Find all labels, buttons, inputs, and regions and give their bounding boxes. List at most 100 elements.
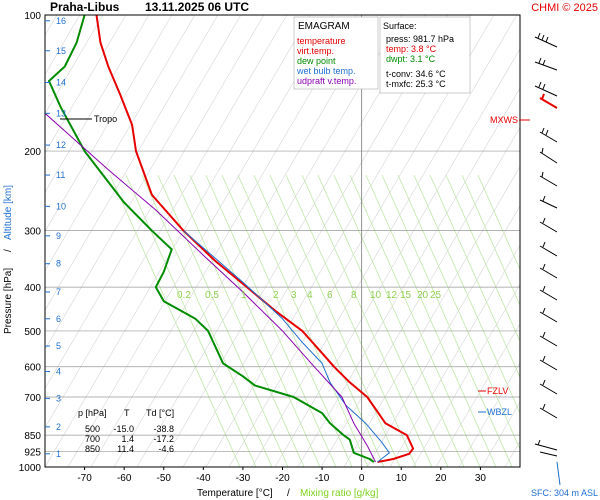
x-tick-label: 0 (359, 473, 365, 484)
x-axis-label-mixing: Mixing ratio [g/kg] (300, 488, 379, 499)
altitude-tick-label: 9 (56, 231, 61, 241)
wind-barb (539, 403, 558, 419)
mixing-ratio-label: 10 (370, 290, 382, 301)
svg-text:11.4: 11.4 (117, 444, 134, 454)
y-tick-label: 600 (24, 363, 41, 374)
series-dew-point (48, 15, 375, 463)
surface-temp: temp: 3.8 °C (386, 44, 437, 54)
legend-title: EMAGRAM (298, 21, 350, 32)
svg-text:700: 700 (85, 434, 100, 444)
wind-barb (539, 285, 558, 301)
svg-text:-38.8: -38.8 (153, 424, 174, 434)
x-tick-label: -10 (315, 473, 330, 484)
svg-text:-15.0: -15.0 (113, 424, 134, 434)
wbzl-label: WBZL (487, 407, 512, 417)
wind-barb (539, 307, 558, 323)
x-tick-label: 30 (475, 473, 487, 484)
altitude-tick-label: 2 (56, 422, 61, 432)
mixing-ratio-labels: 0.2 0.5 1 2 3 4 6 8 10 12 15 20 25 (177, 290, 442, 301)
wind-barb (539, 195, 558, 209)
surface-dwpt: dwpt: 3.1 °C (386, 54, 436, 64)
mixing-ratio-label: 1 (241, 290, 247, 301)
x-axis-sep: / (287, 488, 290, 499)
profile-series (45, 15, 415, 463)
x-tick-label: -30 (236, 473, 251, 484)
mixing-ratio-label: 20 (417, 290, 429, 301)
surface-box (379, 16, 471, 94)
y-tick-label: 700 (24, 393, 41, 404)
legend-virt-temp: virt.temp. (297, 46, 334, 56)
mixing-ratio-label: 12 (386, 290, 398, 301)
tropo-label: Tropo (94, 114, 117, 124)
mixing-ratio-lines (109, 174, 520, 467)
wind-barb (539, 263, 558, 279)
altitude-tick-label: 1 (56, 449, 61, 459)
wind-barb (534, 57, 558, 71)
pressure-grid (45, 15, 520, 467)
y-tick-label: 1000 (19, 463, 42, 474)
altitude-tick-label: 11 (56, 170, 65, 180)
legend-dew-point: dew point (297, 56, 336, 66)
altitude-tick-label: 4 (56, 367, 61, 377)
credit: CHMI © 2025 (531, 2, 598, 14)
x-tick-label: -70 (77, 473, 92, 484)
legend-wet-bulb: wet bulb temp. (296, 66, 356, 76)
x-tick-label: -50 (157, 473, 172, 484)
series-udpraft-v-temp- (45, 112, 376, 463)
y-tick-label: 100 (24, 11, 41, 22)
surface-tconv: t-conv: 34.6 °C (386, 69, 446, 79)
mxws-label: MXWS (490, 115, 518, 125)
table-row: 500 -15.0 -38.8 (85, 424, 174, 434)
wind-barb (539, 127, 558, 143)
x-tick-label: 10 (396, 473, 408, 484)
fzlv-label: FZLV (487, 386, 508, 396)
altitude-tick-label: 6 (56, 314, 61, 324)
wind-barb (539, 171, 558, 187)
wind-barb (539, 93, 558, 109)
svg-text:850: 850 (85, 444, 100, 454)
table-row: 700 1.4 -17.2 (85, 434, 174, 444)
x-tick-label: -20 (275, 473, 290, 484)
svg-text:500: 500 (85, 424, 100, 434)
wind-barb (539, 331, 558, 347)
dry-adiabats (45, 15, 520, 467)
altitude-tick-label: 16 (56, 16, 66, 26)
surface-press: press: 981.7 hPa (386, 34, 454, 44)
y-axis-label: Pressure [hPa] (3, 268, 14, 334)
wind-barb (534, 32, 558, 48)
wind-barb (539, 451, 558, 457)
wind-barb (539, 355, 558, 371)
svg-text:-4.6: -4.6 (158, 444, 174, 454)
table-header-p: p [hPa] (78, 408, 107, 418)
svg-text:1.4: 1.4 (121, 434, 134, 444)
table-header-t: T (124, 408, 130, 418)
surface-title: Surface: (383, 21, 417, 31)
wind-barb (534, 81, 558, 97)
mixing-ratio-label: 6 (327, 290, 333, 301)
y-axis-label-altitude: Altitude [km] (3, 185, 14, 240)
x-tick-labels: -70 -60 -50 -40 -30 -20 -10 0 10 20 30 (77, 467, 486, 484)
mixing-ratio-label: 0.2 (177, 290, 191, 301)
mixing-ratio-label: 8 (351, 290, 357, 301)
altitude-tick-label: 3 (56, 393, 61, 403)
mixing-ratio-label: 4 (307, 290, 313, 301)
wind-barb (534, 439, 558, 451)
y-tick-label: 925 (24, 448, 41, 459)
mixing-ratio-label: 3 (291, 290, 297, 301)
surface-tmxfc: t-mxfc: 25.3 °C (386, 79, 446, 89)
altitude-tick-label: 14 (56, 77, 66, 87)
sfc-label: SFC: 304 m ASL (531, 488, 598, 498)
altitude-tick-label: 15 (56, 46, 66, 56)
x-axis-label: Temperature [°C] (197, 488, 273, 499)
legend-updraft: udpraft v.temp. (297, 76, 356, 86)
table-header-td: Td [°C] (146, 408, 174, 418)
altitude-tick-label: 13 (56, 108, 66, 118)
x-tick-label: 20 (435, 473, 447, 484)
mixing-ratio-label: 0.5 (205, 290, 219, 301)
altitude-tick-label: 12 (56, 140, 66, 150)
y-tick-label: 400 (24, 283, 41, 294)
wind-barbs (534, 32, 561, 486)
x-tick-label: -40 (196, 473, 211, 484)
y-tick-label: 300 (24, 227, 41, 238)
